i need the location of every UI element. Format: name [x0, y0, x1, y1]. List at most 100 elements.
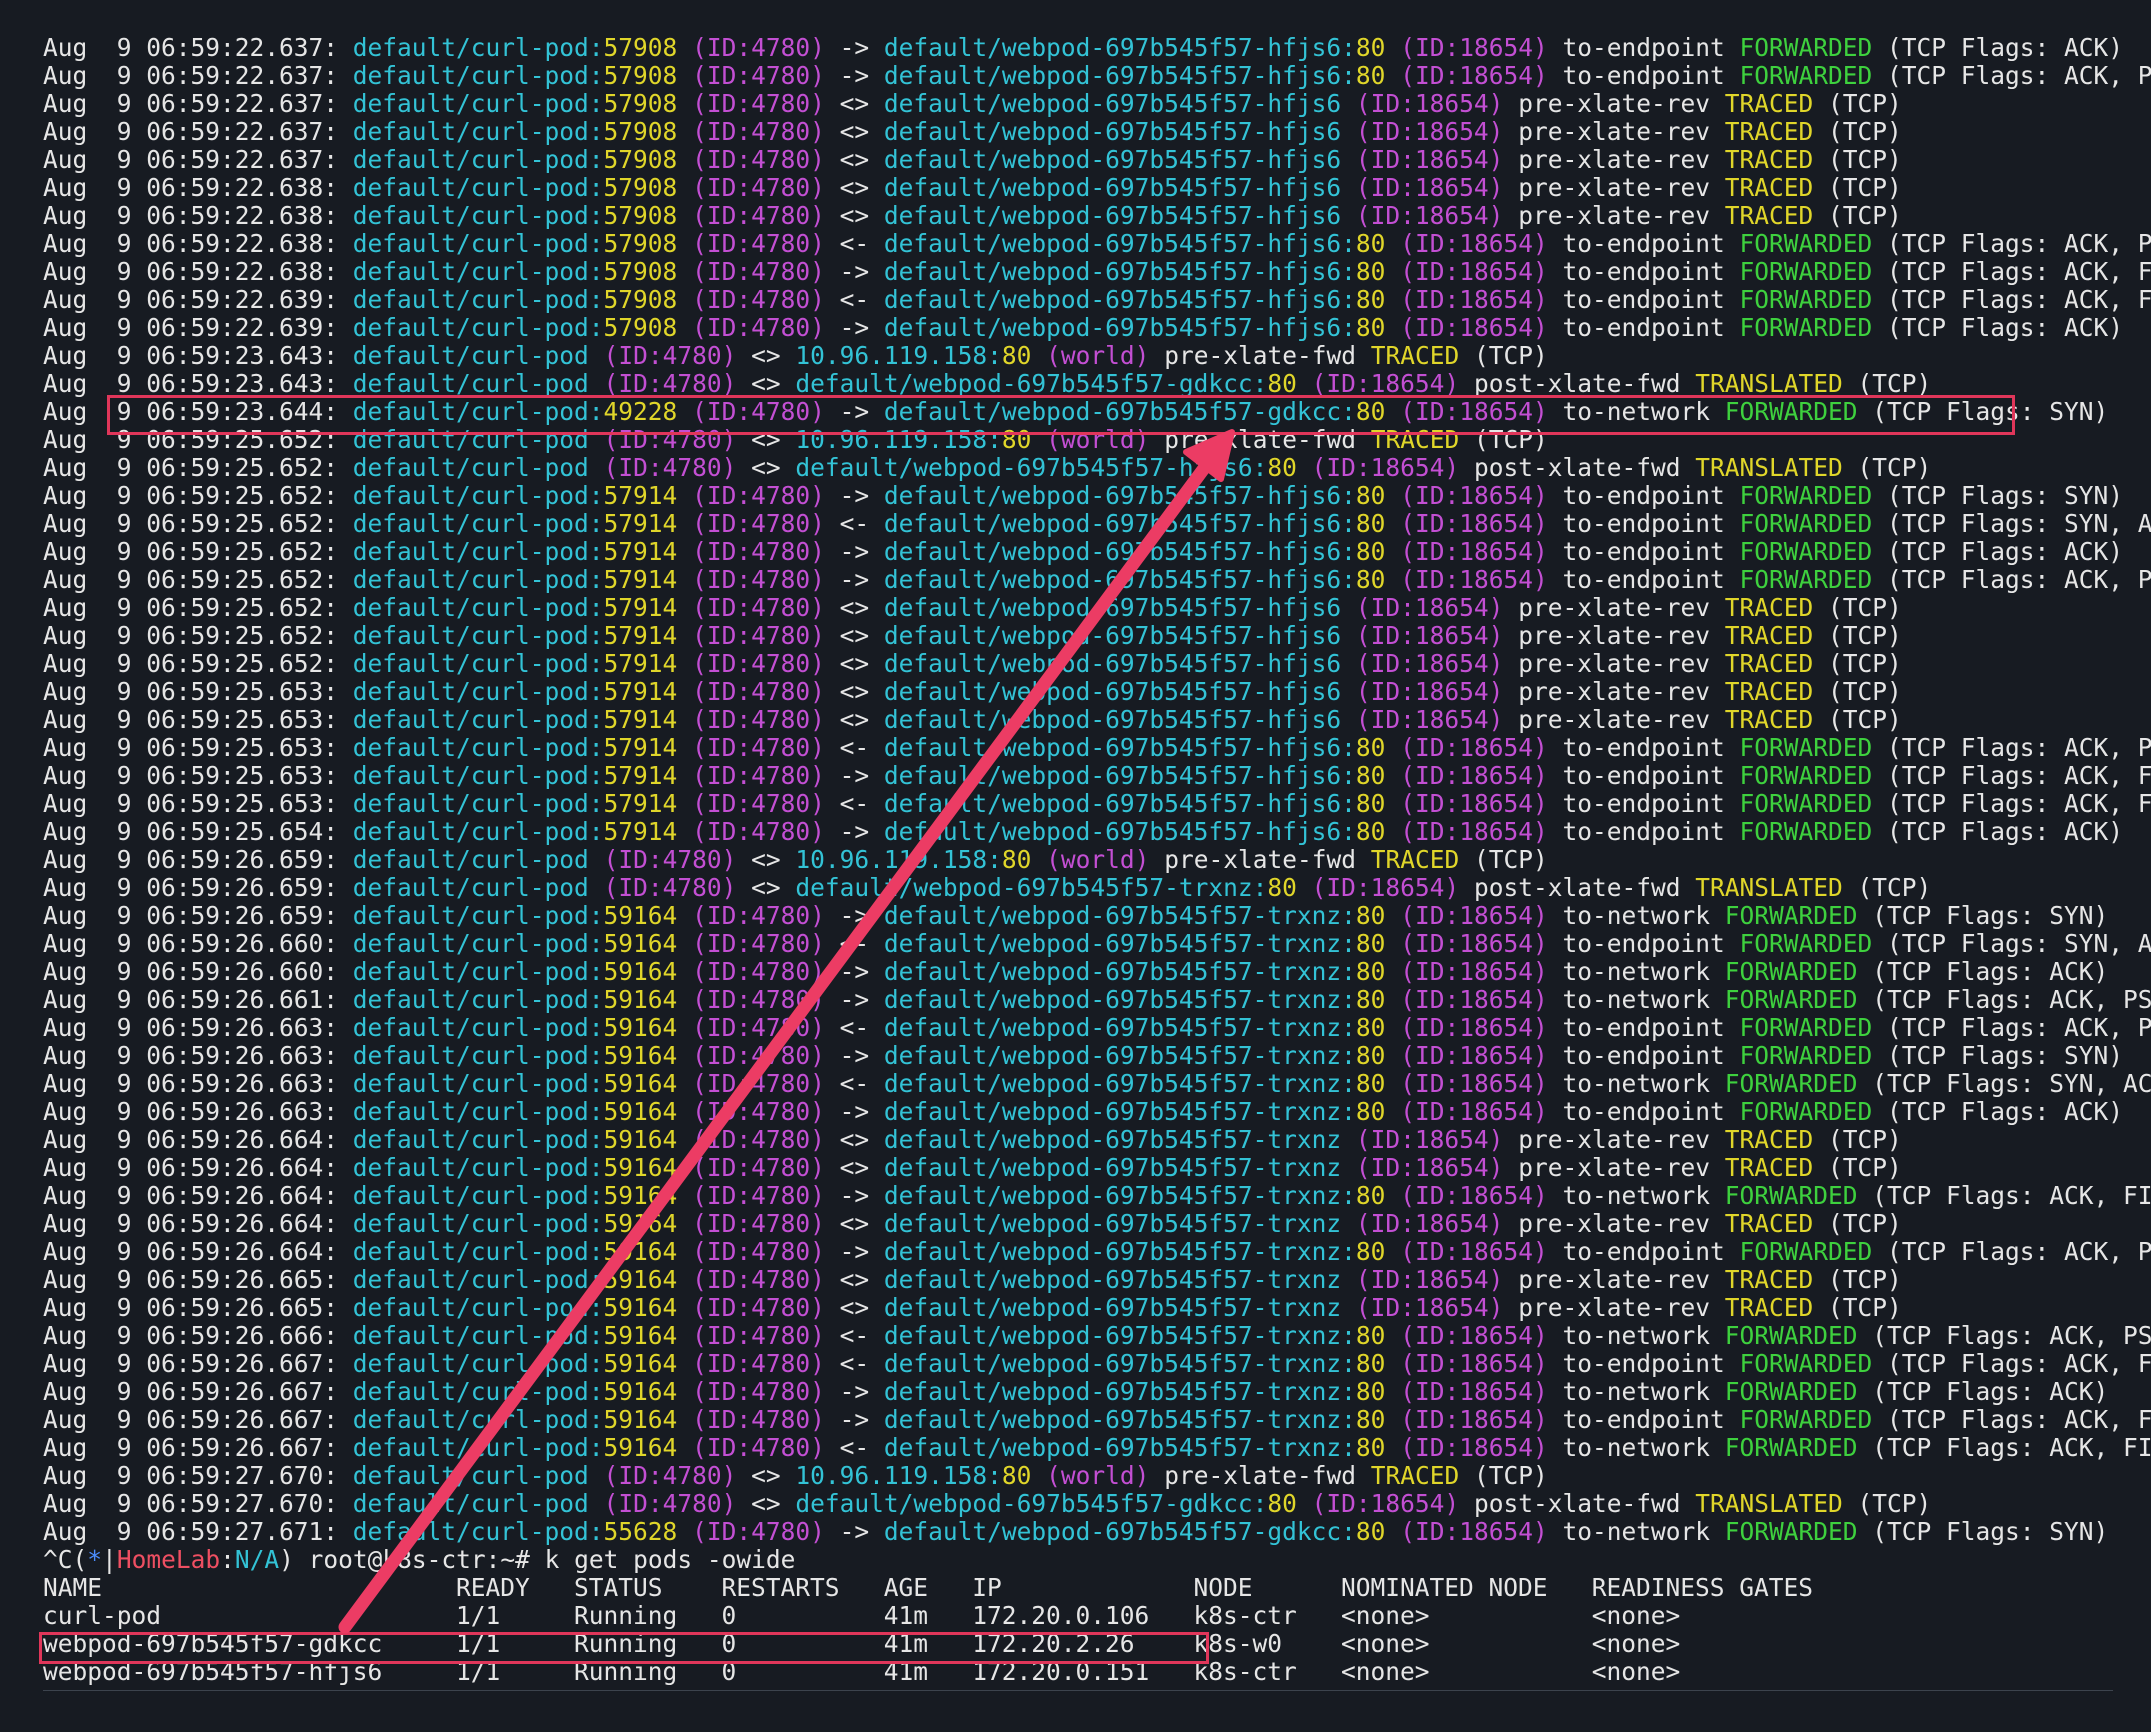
log-destination-port: 80 [1267, 1489, 1297, 1518]
log-verdict: TRACED [1724, 173, 1814, 202]
log-source-identity: (ID:4780) [692, 397, 825, 426]
log-source: default/curl-pod [352, 425, 589, 454]
log-direction: -> [839, 1181, 870, 1210]
log-source-identity: (ID:4780) [603, 845, 737, 874]
log-flags: (TCP Flags: ACK) [1887, 1097, 2124, 1126]
log-timestamp: Aug 9 06:59:25.652: [43, 593, 339, 622]
log-source-port: 57908 [603, 117, 678, 146]
log-destination-identity: (ID:18654) [1400, 1517, 1548, 1546]
log-observation-point: pre-xlate-rev [1518, 1265, 1710, 1294]
log-flags: (TCP Flags: ACK) [1872, 957, 2109, 986]
log-flags: (TCP Flags: ACK, PSH) [1872, 985, 2151, 1014]
log-flags: (TCP Flags: SYN) [1887, 1041, 2124, 1070]
log-timestamp: Aug 9 06:59:22.637: [43, 89, 339, 118]
log-destination: default/webpod-697b545f57-hfjs6 [883, 593, 1342, 622]
log-destination: default/webpod-697b545f57-hfjs6: [883, 509, 1356, 538]
prompt-user-host: root@k8s-ctr:~# [293, 1545, 545, 1574]
log-line: Aug 9 06:59:25.653: default/curl-pod:579… [43, 678, 2151, 706]
log-source: default/curl-pod [352, 873, 589, 902]
log-observation-point: pre-xlate-rev [1518, 1125, 1710, 1154]
log-source: default/curl-pod: [352, 1041, 604, 1070]
log-flags: (TCP Flags: ACK, FIN) [1887, 1349, 2151, 1378]
log-source: default/curl-pod: [352, 1265, 604, 1294]
log-observation-point: pre-xlate-rev [1518, 1153, 1710, 1182]
log-observation-point: pre-xlate-rev [1518, 621, 1710, 650]
log-timestamp: Aug 9 06:59:26.665: [43, 1293, 339, 1322]
log-destination-identity: (ID:18654) [1400, 929, 1548, 958]
log-destination-identity: (ID:18654) [1355, 117, 1504, 146]
log-direction: <> [839, 1265, 870, 1294]
log-flags: (TCP) [1828, 1265, 1902, 1294]
log-source-port: 57914 [603, 677, 678, 706]
log-destination-port: 80 [1355, 1377, 1386, 1406]
log-line: Aug 9 06:59:26.663: default/curl-pod:591… [43, 1098, 2151, 1126]
shell-prompt[interactable]: ^C(*|HomeLab:N/A) root@k8s-ctr:~# k get … [43, 1546, 2151, 1574]
log-destination: default/webpod-697b545f57-trxnz [883, 1209, 1342, 1238]
shell-command: k get pods -owide [544, 1545, 796, 1574]
log-source-port: 57908 [603, 201, 678, 230]
log-destination-identity: (ID:18654) [1355, 173, 1504, 202]
log-observation-point: to-endpoint [1562, 1237, 1725, 1266]
log-flags: (TCP) [1474, 845, 1548, 874]
log-direction: <> [751, 453, 781, 482]
log-verdict: FORWARDED [1724, 901, 1858, 930]
log-timestamp: Aug 9 06:59:26.663: [43, 1097, 339, 1126]
log-destination-port: 80 [1001, 341, 1032, 370]
log-direction: <- [839, 1349, 870, 1378]
log-source-identity: (ID:4780) [603, 873, 737, 902]
log-observation-point: to-endpoint [1562, 481, 1725, 510]
log-source: default/curl-pod [352, 341, 589, 370]
log-verdict: FORWARDED [1724, 1377, 1858, 1406]
log-direction: <> [751, 1489, 781, 1518]
log-destination-identity: (ID:18654) [1311, 1489, 1460, 1518]
log-source-port: 57914 [603, 817, 678, 846]
log-source: default/curl-pod: [352, 1209, 604, 1238]
log-destination-port: 80 [1355, 1517, 1386, 1546]
log-verdict: TRACED [1724, 1293, 1814, 1322]
log-line: Aug 9 06:59:25.653: default/curl-pod:579… [43, 790, 2151, 818]
log-line: Aug 9 06:59:26.664: default/curl-pod:591… [43, 1210, 2151, 1238]
log-source: default/curl-pod: [352, 1181, 604, 1210]
log-destination: default/webpod-697b545f57-trxnz: [795, 873, 1268, 902]
log-source-identity: (ID:4780) [692, 1349, 825, 1378]
log-observation-point: to-endpoint [1562, 1013, 1725, 1042]
log-timestamp: Aug 9 06:59:25.652: [43, 425, 339, 454]
log-destination-port: 80 [1355, 1013, 1386, 1042]
log-verdict: TRACED [1724, 649, 1814, 678]
log-destination-identity: (ID:18654) [1311, 453, 1460, 482]
log-flags: (TCP) [1828, 621, 1902, 650]
log-line: Aug 9 06:59:23.644: default/curl-pod:492… [43, 398, 2151, 426]
log-destination-identity: (ID:18654) [1400, 509, 1548, 538]
log-line: Aug 9 06:59:22.638: default/curl-pod:579… [43, 202, 2151, 230]
log-direction: <> [839, 201, 870, 230]
log-flags: (TCP Flags: ACK) [1887, 817, 2124, 846]
log-verdict: TRACED [1370, 845, 1460, 874]
log-source-identity: (ID:4780) [692, 985, 825, 1014]
log-destination-port: 80 [1267, 369, 1297, 398]
prompt-kube-context: HomeLab [116, 1545, 221, 1574]
log-flags: (TCP Flags: ACK, FIN) [1887, 761, 2151, 790]
log-destination-port: 80 [1267, 873, 1297, 902]
log-destination-port: 80 [1001, 1461, 1032, 1490]
prompt-paren-close: ) [279, 1545, 294, 1574]
log-source: default/curl-pod: [352, 1069, 604, 1098]
log-timestamp: Aug 9 06:59:22.638: [43, 201, 339, 230]
log-source: default/curl-pod: [352, 33, 604, 62]
log-destination: default/webpod-697b545f57-trxnz: [883, 1097, 1356, 1126]
log-destination-identity: (ID:18654) [1355, 1293, 1504, 1322]
log-destination-identity: (ID:18654) [1400, 1069, 1548, 1098]
log-destination-identity: (ID:18654) [1400, 985, 1548, 1014]
log-timestamp: Aug 9 06:59:26.663: [43, 1041, 339, 1070]
log-line: Aug 9 06:59:26.665: default/curl-pod:591… [43, 1266, 2151, 1294]
log-source-identity: (ID:4780) [692, 117, 825, 146]
log-direction: <> [839, 173, 870, 202]
log-line: Aug 9 06:59:26.665: default/curl-pod:591… [43, 1294, 2151, 1322]
log-destination-port: 80 [1355, 1069, 1386, 1098]
log-destination: default/webpod-697b545f57-trxnz: [883, 1237, 1356, 1266]
log-observation-point: to-endpoint [1562, 537, 1725, 566]
log-observation-point: pre-xlate-rev [1518, 145, 1710, 174]
log-verdict: FORWARDED [1724, 985, 1858, 1014]
log-timestamp: Aug 9 06:59:25.653: [43, 733, 339, 762]
log-destination-identity: (ID:18654) [1400, 1181, 1548, 1210]
